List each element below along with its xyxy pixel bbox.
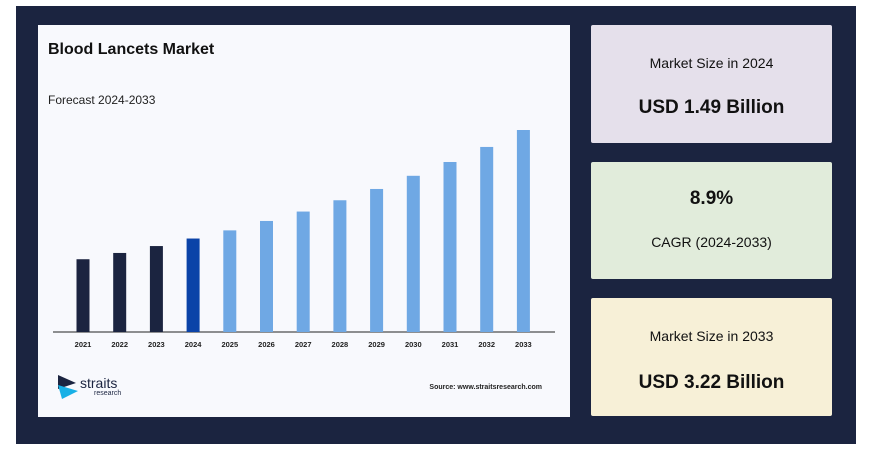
bar-2025 [223, 230, 237, 332]
logo-subtext: research [94, 390, 122, 397]
x-tick-label: 2025 [221, 340, 238, 349]
source-note: Source: www.straitsresearch.com [429, 384, 542, 391]
card-value: 8.9% [689, 188, 734, 209]
bar-2028 [333, 200, 347, 332]
card-value: USD 3.22 Billion [638, 372, 785, 393]
x-tick-label: 2033 [515, 340, 532, 349]
market-size-2024-card: Market Size in 2024 USD 1.49 Billion [591, 25, 832, 143]
bar-2022 [113, 252, 127, 332]
logo-wordmark: straits [80, 375, 118, 391]
bar-2026 [260, 220, 273, 332]
x-tick-label: 2024 [185, 340, 203, 349]
x-tick-label: 2026 [258, 340, 275, 349]
logo-mark-icon [58, 375, 78, 399]
bar-2027 [296, 211, 310, 332]
x-tick-label: 2027 [295, 340, 312, 349]
chart-panel: Blood Lancets Market Forecast 2024-2033 … [38, 25, 570, 417]
bar-2032 [480, 146, 494, 332]
x-tick-label: 2029 [368, 340, 385, 349]
bar-chart: 2021 2022 2023 2024 2025 2026 2027 2028 2029 2030… [53, 130, 555, 349]
x-tick-label: 2028 [332, 340, 349, 349]
card-value: USD 1.49 Billion [638, 97, 785, 118]
x-tick-label: 2030 [405, 340, 422, 349]
x-tick-label: 2023 [148, 340, 165, 349]
card-label: Market Size in 2033 [649, 328, 774, 344]
bar-2031 [443, 161, 457, 332]
card-label: Market Size in 2024 [649, 55, 774, 71]
chart-title: Blood Lancets Market [48, 41, 215, 58]
bar-2033 [516, 130, 530, 332]
bar-2029 [370, 188, 384, 332]
card-label: CAGR (2024-2033) [651, 234, 772, 250]
bar-2030 [406, 175, 420, 332]
bar-2021 [76, 259, 90, 332]
chart-subtitle: Forecast 2024-2033 [48, 93, 156, 107]
x-tick-label: 2022 [111, 340, 128, 349]
bar-2023 [149, 246, 163, 332]
straits-logo: straits research [58, 375, 138, 405]
x-tick-label: 2032 [478, 340, 495, 349]
x-tick-label: 2031 [442, 340, 459, 349]
bar-2024 [186, 238, 200, 332]
market-size-2033-card: Market Size in 2033 USD 3.22 Billion [591, 298, 832, 416]
cagr-card: 8.9% CAGR (2024-2033) [591, 162, 832, 279]
x-tick-label: 2021 [75, 340, 92, 349]
